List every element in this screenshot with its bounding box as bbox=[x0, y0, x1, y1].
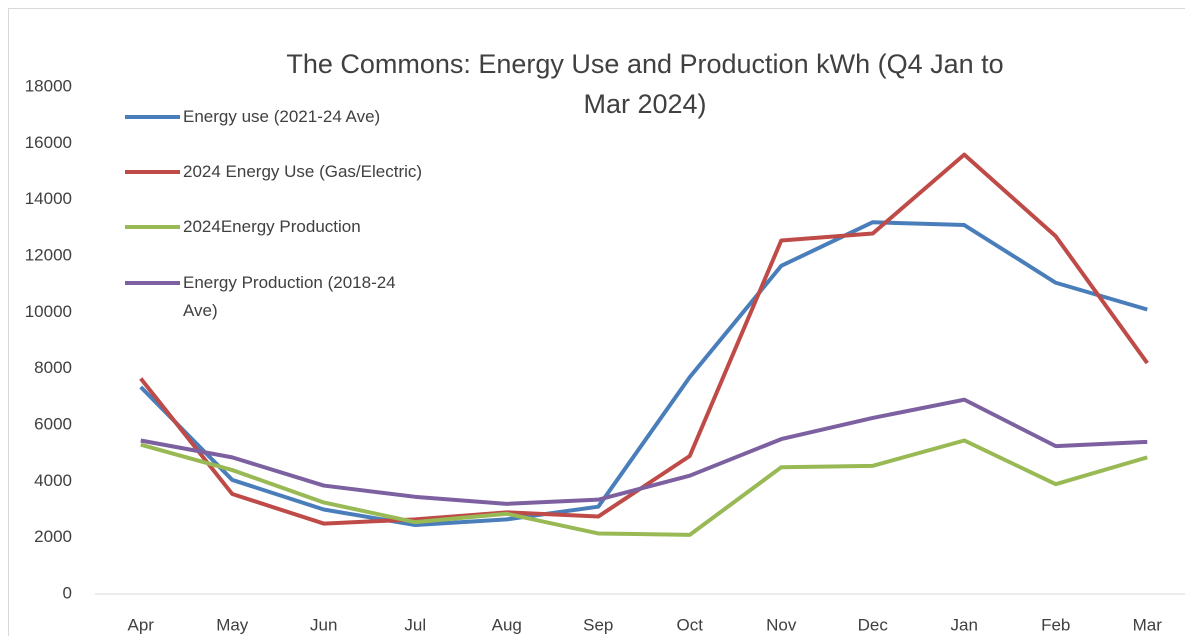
y-tick-label: 12000 bbox=[25, 245, 72, 264]
x-tick-label: Jul bbox=[404, 615, 426, 634]
legend-entry-box: Energy Production (2018-24 Ave) bbox=[183, 273, 396, 320]
y-tick-label: 18000 bbox=[25, 76, 72, 95]
y-tick-label: 4000 bbox=[34, 471, 72, 490]
x-tick-label: Apr bbox=[128, 615, 155, 634]
x-tick-label: Jan bbox=[951, 615, 978, 634]
legend-label: Energy Production (2018-24 Ave) bbox=[183, 273, 396, 320]
y-tick-label: 6000 bbox=[34, 414, 72, 433]
x-tick-label: Sep bbox=[583, 615, 613, 634]
legend-label: Energy use (2021-24 Ave) bbox=[183, 107, 381, 126]
x-tick-label: Jun bbox=[310, 615, 337, 634]
x-tick-label: Feb bbox=[1041, 615, 1070, 634]
y-tick-label: 0 bbox=[63, 583, 72, 602]
x-tick-label: Nov bbox=[766, 615, 797, 634]
legend-entry-box: 2024 Energy Use (Gas/Electric) bbox=[183, 162, 423, 181]
y-tick-label: 8000 bbox=[34, 358, 72, 377]
x-tick-label: May bbox=[216, 615, 249, 634]
series-line bbox=[140, 397, 1148, 506]
series-line bbox=[140, 438, 1148, 537]
y-tick-label: 2000 bbox=[34, 527, 72, 546]
y-tick-label: 10000 bbox=[25, 302, 72, 321]
x-tick-label: Oct bbox=[677, 615, 704, 634]
y-tick-label: 16000 bbox=[25, 133, 72, 152]
legend-entry-box: Energy use (2021-24 Ave) bbox=[183, 107, 381, 126]
chart-title: The Commons: Energy Use and Production k… bbox=[286, 49, 1004, 119]
series-line bbox=[139, 220, 1148, 527]
legend-label: 2024 Energy Use (Gas/Electric) bbox=[183, 162, 423, 181]
legend-entry-box: 2024Energy Production bbox=[183, 217, 361, 236]
x-tick-label: Dec bbox=[858, 615, 889, 634]
chart-frame bbox=[8, 8, 1185, 636]
x-tick-label: Aug bbox=[492, 615, 522, 634]
y-tick-label: 14000 bbox=[25, 189, 72, 208]
x-tick-label: Mar bbox=[1133, 615, 1163, 634]
legend-label: 2024Energy Production bbox=[183, 217, 361, 236]
chart-title-box: The Commons: Energy Use and Production k… bbox=[286, 49, 1004, 119]
